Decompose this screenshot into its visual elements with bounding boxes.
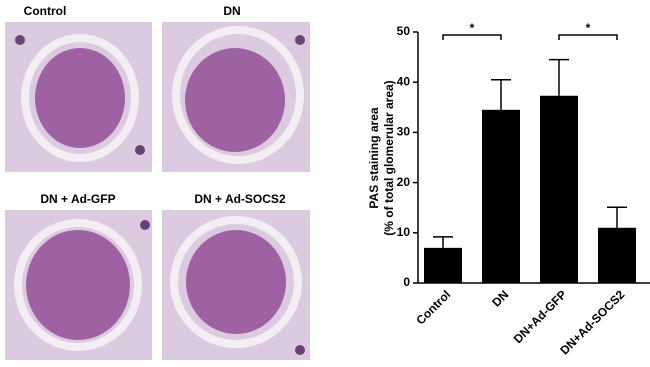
glomerulus-outline	[170, 216, 302, 348]
y-tick-label: 20	[397, 175, 411, 189]
glomerulus-outline	[172, 26, 304, 164]
y-tick-label: 30	[397, 125, 411, 139]
glomerulus	[35, 48, 125, 148]
nucleus	[15, 35, 25, 45]
x-tick-label: DN	[489, 287, 511, 309]
micrographs: Control DN DN + Ad-GFP DN + Ad-SOCS2	[5, 4, 310, 360]
x-tick-label: Control	[413, 287, 453, 327]
nucleus	[140, 220, 150, 230]
panel-label: DN	[223, 4, 240, 18]
bar	[482, 109, 520, 283]
nucleus	[295, 345, 305, 355]
y-tick-label: 50	[397, 24, 411, 38]
significance-bracket	[442, 34, 502, 40]
bar	[540, 95, 578, 283]
glomerulus	[26, 230, 130, 340]
bar	[598, 227, 636, 283]
panel-label: DN + Ad-GFP	[40, 192, 115, 206]
y-axis-label: (% of total glomerular area)	[382, 80, 396, 235]
y-tick-label: 10	[397, 225, 411, 239]
x-tick-label: DN+Ad-GFP	[511, 287, 570, 346]
bar	[424, 247, 462, 283]
panel-label: Control	[24, 4, 67, 18]
glomerulus	[185, 48, 285, 152]
y-tick-label: 40	[397, 74, 411, 88]
glomerulus-outline	[21, 34, 139, 162]
significance-bracket	[558, 34, 618, 40]
glomerulus-outline	[14, 219, 142, 351]
glomerulus	[186, 230, 286, 334]
nucleus	[135, 145, 145, 155]
nucleus	[295, 35, 305, 45]
y-tick-label: 0	[403, 275, 410, 289]
panel-label: DN + Ad-SOCS2	[194, 192, 286, 206]
y-axis-label: PAS staining area	[367, 107, 381, 208]
significance-mark: *	[586, 21, 591, 35]
significance-mark: *	[470, 21, 475, 35]
